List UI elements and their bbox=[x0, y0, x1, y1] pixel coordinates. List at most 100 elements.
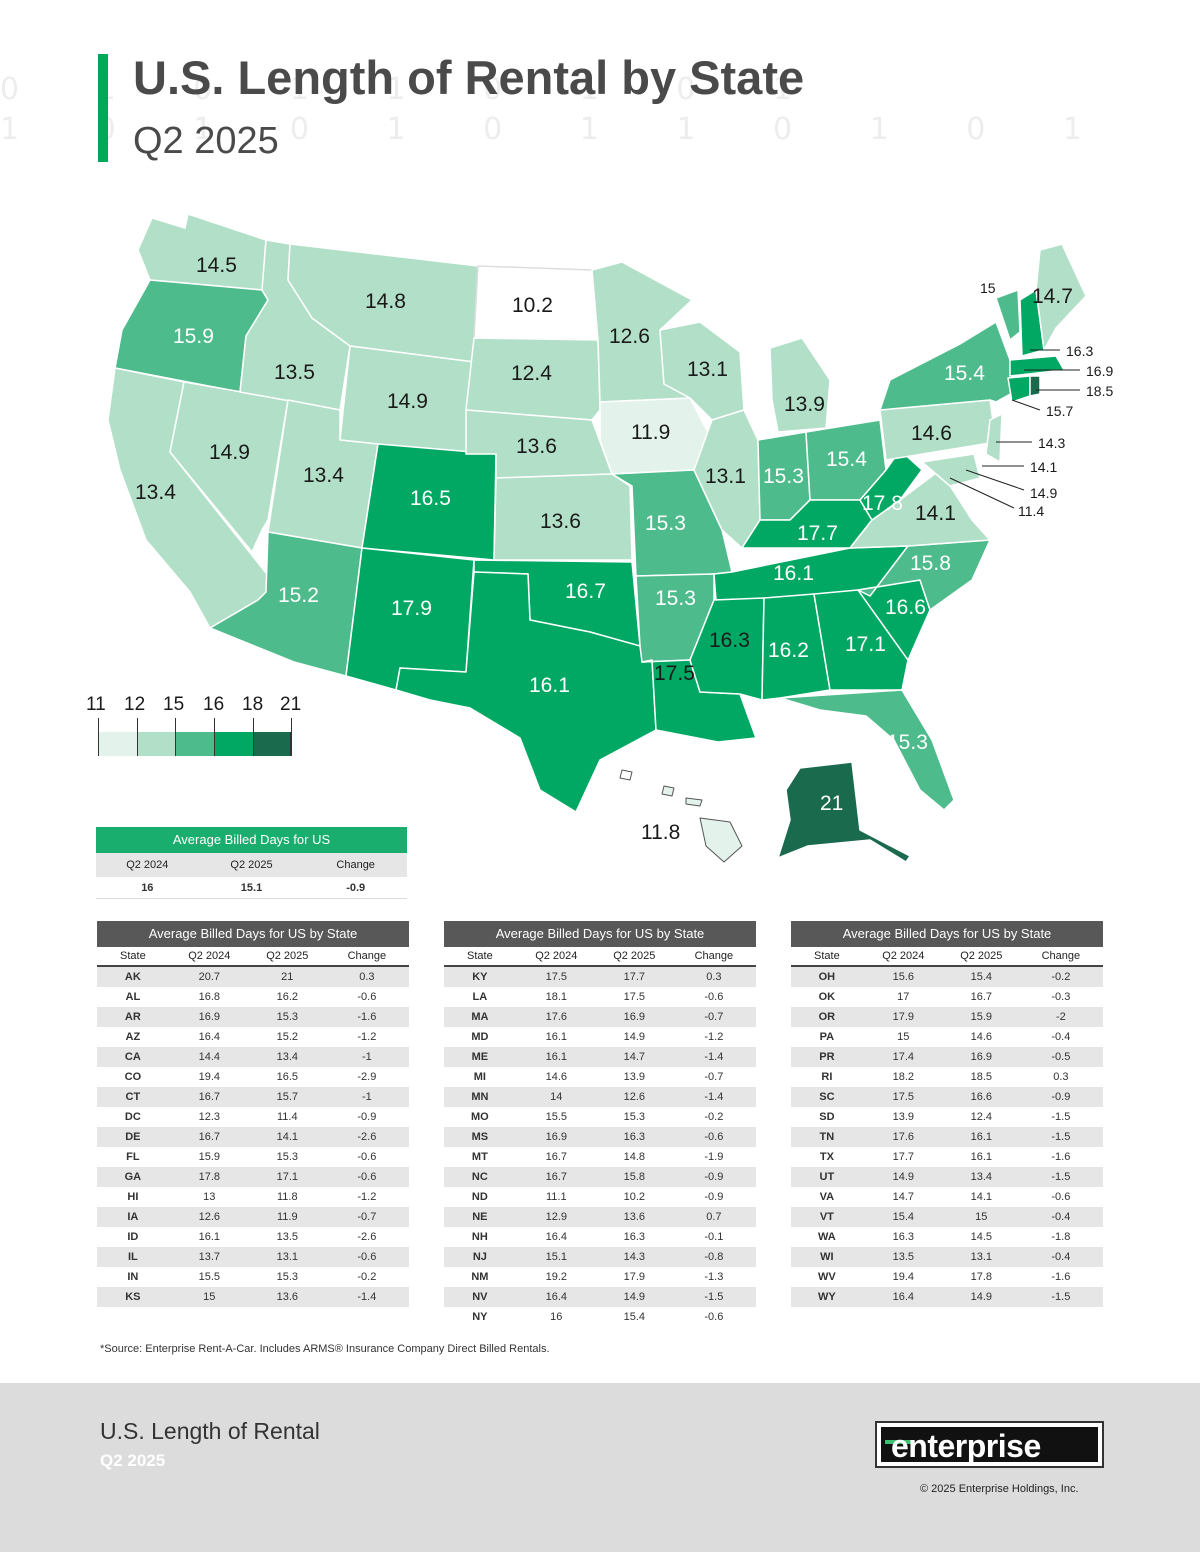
table-cell: NJ bbox=[472, 1251, 487, 1263]
table-cell: 15 bbox=[975, 1211, 988, 1223]
map-label-OK: 16.7 bbox=[565, 580, 606, 603]
table-row: LA 18.1 17.5 -0.6 bbox=[444, 987, 756, 1007]
table-cell: 14.5 bbox=[970, 1231, 992, 1243]
table-cell: 13.5 bbox=[276, 1231, 298, 1243]
table-cell: 17.5 bbox=[892, 1091, 915, 1103]
table-cell: -1.2 bbox=[357, 1191, 377, 1203]
table-cell: 15.1 bbox=[240, 881, 263, 894]
table-cell: 16.9 bbox=[623, 1011, 645, 1023]
column-header: Change bbox=[336, 859, 375, 871]
state-GA bbox=[813, 589, 909, 691]
table-cell: 0.3 bbox=[1053, 1071, 1069, 1083]
state-HI-island bbox=[661, 785, 675, 797]
table-cell: -0.7 bbox=[704, 1071, 724, 1083]
state-WV bbox=[859, 449, 923, 521]
table-cell: 11.8 bbox=[277, 1191, 298, 1203]
legend-tick bbox=[291, 718, 292, 756]
enterprise-logo[interactable]: enterprise bbox=[875, 1421, 1104, 1468]
table-row: OH 15.6 15.4 -0.2 bbox=[791, 967, 1103, 987]
table-cell: -0.6 bbox=[704, 1311, 724, 1323]
map-label-AK: 21 bbox=[820, 792, 844, 815]
logo-wordmark: enterprise bbox=[891, 1428, 1041, 1464]
table-cell: FL bbox=[126, 1151, 140, 1163]
table-row: NH 16.4 16.3 -0.1 bbox=[444, 1227, 756, 1247]
map-label-KY: 17.7 bbox=[797, 522, 838, 545]
table-cell: ID bbox=[127, 1231, 139, 1243]
map-label-AZ: 15.2 bbox=[278, 584, 319, 607]
table-cell: 15.3 bbox=[623, 1111, 645, 1123]
legend-break: 12 bbox=[124, 694, 146, 715]
table-row: NC 16.7 15.8 -0.9 bbox=[444, 1167, 756, 1187]
table-cell: -0.6 bbox=[357, 1151, 377, 1163]
table-row: MI 14.6 13.9 -0.7 bbox=[444, 1067, 756, 1087]
table-row: AK 20.7 21 0.3 bbox=[97, 967, 409, 987]
state-MA bbox=[1009, 355, 1065, 377]
state-table-header-row: State Q2 2024 Q2 2025 Change bbox=[97, 947, 409, 967]
table-cell: 15.4 bbox=[623, 1311, 645, 1323]
table-cell: 15.4 bbox=[970, 971, 992, 983]
state-KS bbox=[493, 473, 633, 561]
table-cell: NY bbox=[472, 1311, 488, 1323]
table-cell: -0.9 bbox=[346, 881, 366, 894]
table-cell: WA bbox=[818, 1231, 836, 1243]
state-table-header-row: State Q2 2024 Q2 2025 Change bbox=[791, 947, 1103, 967]
table-cell: AK bbox=[124, 971, 141, 983]
state-table-title: Average Billed Days for US by State bbox=[444, 921, 756, 947]
footer-title: U.S. Length of Rental bbox=[100, 1418, 320, 1444]
state-MI bbox=[769, 337, 831, 433]
table-cell: 12.6 bbox=[198, 1211, 221, 1223]
table-cell: 13.6 bbox=[276, 1291, 298, 1303]
state-WA bbox=[137, 213, 267, 291]
table-cell: 0.3 bbox=[706, 971, 722, 983]
column-header: Q2 2025 bbox=[960, 950, 1003, 962]
logo-stripe bbox=[885, 1440, 911, 1444]
table-cell: LA bbox=[472, 991, 488, 1003]
table-cell: -1.2 bbox=[704, 1031, 724, 1043]
table-cell: 14.8 bbox=[623, 1151, 645, 1163]
us-table-row: 16 15.1 -0.9 bbox=[96, 877, 407, 899]
table-cell: -1.4 bbox=[704, 1091, 724, 1103]
table-row: WI 13.5 13.1 -0.4 bbox=[791, 1247, 1103, 1267]
us-table-header-row: Q2 2024 Q2 2025 Change bbox=[96, 853, 407, 877]
map-label-UT: 13.4 bbox=[303, 464, 344, 487]
table-cell: 16.9 bbox=[545, 1131, 568, 1143]
table-cell: 14.6 bbox=[545, 1071, 568, 1083]
table-cell: 12.9 bbox=[545, 1211, 568, 1223]
legend-tick bbox=[137, 718, 138, 756]
table-cell: -1.9 bbox=[704, 1151, 724, 1163]
table-cell: VT bbox=[819, 1211, 834, 1223]
table-cell: -0.4 bbox=[1051, 1031, 1071, 1043]
table-cell: -0.4 bbox=[1051, 1251, 1071, 1263]
table-cell: 15.3 bbox=[276, 1011, 298, 1023]
table-cell: 16.7 bbox=[198, 1131, 221, 1143]
table-cell: 16.1 bbox=[198, 1231, 221, 1243]
table-row: KY 17.5 17.7 0.3 bbox=[444, 967, 756, 987]
table-cell: 17.9 bbox=[623, 1271, 645, 1283]
table-cell: 16.3 bbox=[623, 1231, 645, 1243]
table-row: NV 16.4 14.9 -1.5 bbox=[444, 1287, 756, 1307]
map-label-LA: 17.5 bbox=[654, 662, 695, 685]
table-cell: 14 bbox=[550, 1091, 563, 1103]
table-cell: 16.1 bbox=[545, 1051, 568, 1063]
table-cell: 20.7 bbox=[198, 971, 221, 983]
map-label-HI: 11.8 bbox=[641, 821, 681, 844]
table-cell: 17.5 bbox=[623, 991, 645, 1003]
table-cell: -1.4 bbox=[704, 1051, 724, 1063]
table-cell: AR bbox=[124, 1011, 141, 1023]
table-row: SD 13.9 12.4 -1.5 bbox=[791, 1107, 1103, 1127]
table-row: TX 17.7 16.1 -1.6 bbox=[791, 1147, 1103, 1167]
table-row: DC 12.3 11.4 -0.9 bbox=[97, 1107, 409, 1127]
map-label-DC: 11.4 bbox=[1018, 503, 1045, 519]
map-label-NH: 16.3 bbox=[1066, 343, 1094, 359]
table-cell: -0.6 bbox=[1051, 1191, 1071, 1203]
state-table-title: Average Billed Days for US by State bbox=[97, 921, 409, 947]
logo-background: enterprise bbox=[881, 1427, 1098, 1464]
table-cell: IA bbox=[127, 1211, 139, 1223]
table-cell: -0.8 bbox=[704, 1251, 724, 1263]
table-cell: -1.4 bbox=[357, 1291, 377, 1303]
table-cell: NC bbox=[471, 1171, 488, 1183]
table-row: HI 13 11.8 -1.2 bbox=[97, 1187, 409, 1207]
table-cell: 17.5 bbox=[545, 971, 568, 983]
state-table-title: Average Billed Days for US by State bbox=[791, 921, 1103, 947]
table-row: CO 19.4 16.5 -2.9 bbox=[97, 1067, 409, 1087]
